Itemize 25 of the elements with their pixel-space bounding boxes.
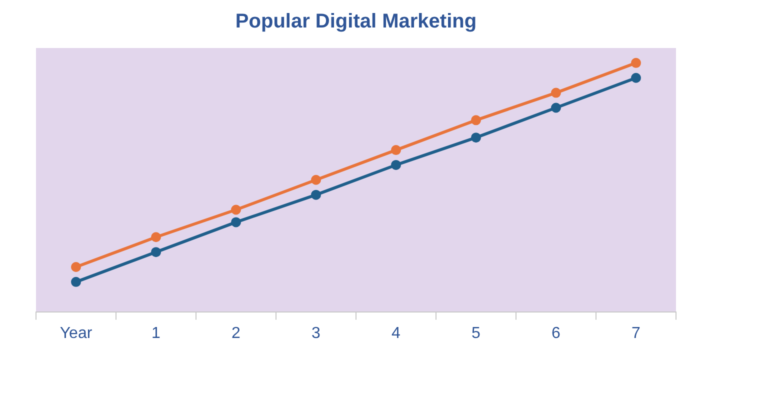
point — [631, 72, 641, 83]
point — [471, 132, 481, 143]
point — [71, 262, 81, 272]
point — [231, 204, 241, 215]
point — [471, 115, 481, 126]
point — [391, 145, 401, 156]
point — [551, 102, 561, 113]
x-tick-label: 2 — [232, 324, 241, 342]
point — [231, 217, 241, 228]
point — [311, 190, 321, 200]
point — [151, 232, 161, 242]
x-tick-label: 5 — [472, 324, 481, 342]
point — [71, 276, 81, 287]
x-tick-label: 7 — [632, 324, 641, 342]
point — [391, 160, 401, 170]
x-tick-label: 4 — [392, 324, 401, 342]
x-tick-label: 1 — [152, 324, 161, 342]
point — [311, 174, 321, 185]
point — [631, 58, 641, 68]
x-tick-label: Year — [60, 324, 93, 342]
x-tick-label: 6 — [552, 324, 561, 342]
point — [551, 88, 561, 98]
x-tick-label: 3 — [312, 324, 321, 342]
point — [151, 247, 161, 258]
chart-title: Popular Digital Marketing — [235, 10, 477, 33]
